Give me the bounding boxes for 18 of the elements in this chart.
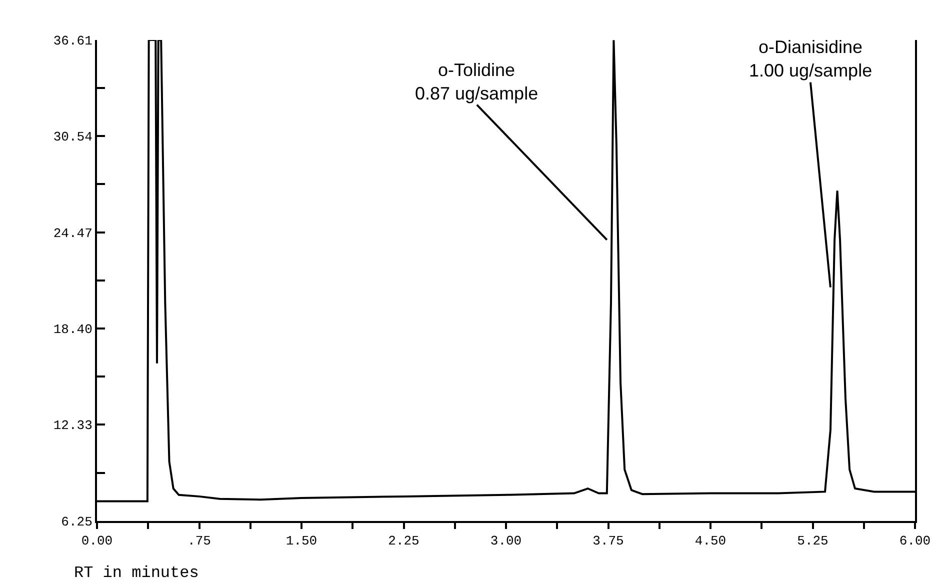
y-tick-label: 24.47 <box>53 226 92 241</box>
x-tick-label: 1.50 <box>286 534 318 549</box>
x-tick-label: 5.25 <box>797 534 828 549</box>
x-tick-label: 3.00 <box>490 534 522 549</box>
y-tick-label: 12.33 <box>53 418 92 434</box>
y-tick-label: 18.40 <box>53 322 92 338</box>
x-tick-label: 2.25 <box>388 534 420 549</box>
annotation: o-Tolidine 0.87 ug/sample <box>415 60 538 104</box>
y-tick-label: 36.61 <box>53 34 93 49</box>
x-tick-label: 0.00 <box>81 534 113 549</box>
x-tick-label: 6.00 <box>899 534 931 549</box>
annotation: o-Dianisidine 1.00 ug/sample <box>749 37 872 80</box>
x-axis-title: RT in minutes <box>74 564 199 581</box>
x-tick-label: 4.50 <box>694 534 726 549</box>
x-tick-label: 3.75 <box>592 534 624 549</box>
x-tick-label: .75 <box>188 534 211 549</box>
y-tick-label: 6.25 <box>61 514 92 530</box>
y-tick-label: 30.54 <box>53 130 93 145</box>
